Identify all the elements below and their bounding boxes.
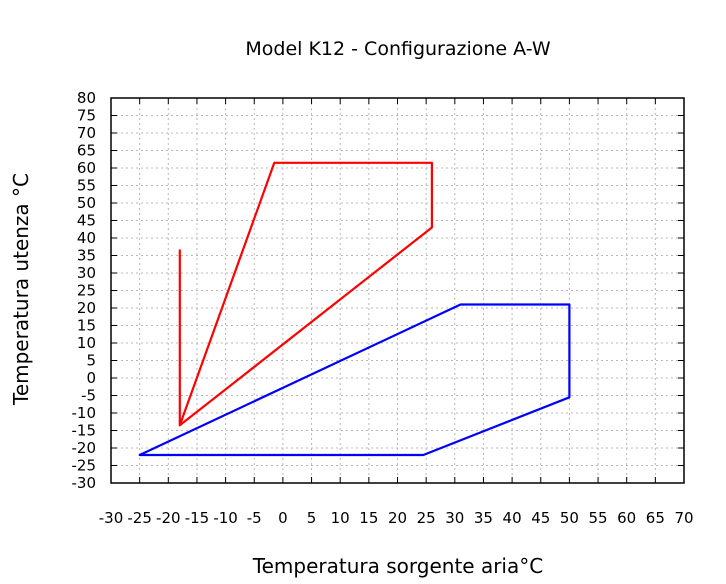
x-tick-label: -30 (99, 509, 124, 527)
x-tick-label: 60 (617, 509, 636, 527)
series-line-1 (178, 161, 433, 427)
y-tick-label: -30 (72, 474, 97, 492)
x-tick-label: -25 (127, 509, 152, 527)
x-axis-label: Temperatura sorgente aria°C (252, 554, 543, 578)
x-tick-label: 5 (307, 509, 317, 527)
x-tick-label: -20 (156, 509, 181, 527)
x-tick-label: 25 (417, 509, 436, 527)
y-tick-label: 65 (77, 142, 96, 160)
x-tick-label: 70 (674, 509, 693, 527)
x-tick-label: 40 (503, 509, 522, 527)
y-tick-label: 55 (77, 177, 96, 195)
chart-title: Model K12 - Configurazione A-W (245, 38, 550, 60)
x-tick-label: -15 (185, 509, 210, 527)
y-tick-label: 20 (77, 299, 96, 317)
x-tick-label: 15 (359, 509, 378, 527)
x-tick-label: 35 (474, 509, 493, 527)
x-tick-labels: -30 -25 -20 -15 -10 -5 0 5 10 15 20 25 30 35 40 45 50 55 6… (99, 509, 694, 527)
y-tick-label: 60 (77, 159, 96, 177)
y-tick-label: 15 (77, 317, 96, 335)
y-tick-label: 45 (77, 212, 96, 230)
y-tick-label: -25 (72, 457, 97, 475)
y-tick-label: 30 (77, 264, 96, 282)
y-tick-label: 80 (77, 89, 96, 107)
x-tick-label: 10 (331, 509, 350, 527)
y-tick-labels: -30-25-20-15-10-505101520253035404550556… (72, 89, 97, 492)
y-tick-label: 40 (77, 229, 96, 247)
y-tick-label: 0 (86, 369, 96, 387)
y-tick-label: 35 (77, 247, 96, 265)
series-layer (138, 161, 571, 457)
y-tick-label: 50 (77, 194, 96, 212)
y-tick-label: 75 (77, 107, 96, 125)
x-tick-label: 45 (531, 509, 550, 527)
x-tick-label: -5 (247, 509, 262, 527)
y-tick-label: -10 (72, 404, 97, 422)
x-tick-label: 30 (445, 509, 464, 527)
y-axis-label: Temperatura utenza °C (9, 173, 33, 406)
series-line-2 (138, 303, 571, 457)
y-tick-label: 10 (77, 334, 96, 352)
y-tick-label: 25 (77, 282, 96, 300)
y-tick-label: -5 (81, 387, 96, 405)
tick-marks (110, 97, 685, 484)
y-tick-label: 70 (77, 124, 96, 142)
x-tick-label: 50 (560, 509, 579, 527)
x-tick-label: 20 (388, 509, 407, 527)
x-tick-label: 65 (646, 509, 665, 527)
x-tick-label: -10 (213, 509, 238, 527)
y-tick-label: 5 (86, 352, 96, 370)
x-tick-label: 0 (278, 509, 288, 527)
x-tick-label: 55 (589, 509, 608, 527)
y-tick-label: -15 (72, 422, 97, 440)
grid-lines (111, 98, 684, 483)
y-tick-label: -20 (72, 439, 97, 457)
